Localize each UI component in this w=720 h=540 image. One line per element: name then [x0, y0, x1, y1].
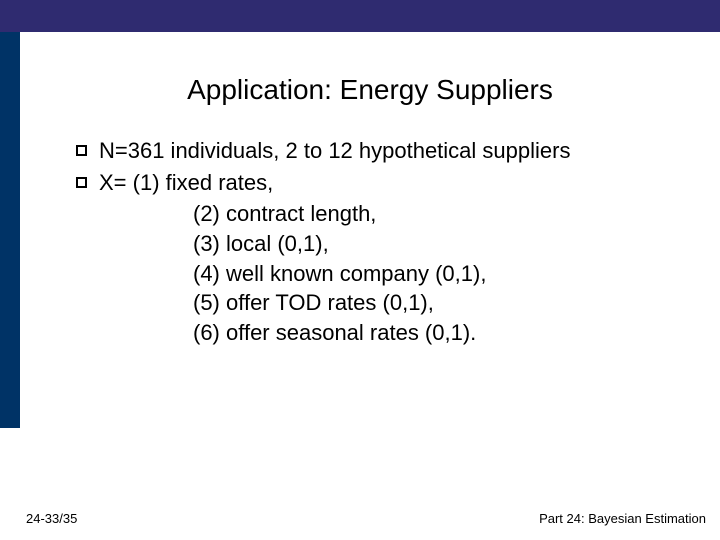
bullet-icon: [76, 177, 87, 188]
footer-right: Part 24: Bayesian Estimation: [539, 511, 706, 526]
content: N=361 individuals, 2 to 12 hypothetical …: [20, 136, 720, 348]
left-bar: [0, 32, 20, 428]
bullet-text: N=361 individuals, 2 to 12 hypothetical …: [99, 136, 680, 166]
bullet-text: X= (1) fixed rates,: [99, 168, 680, 198]
bullet-subline: (4) well known company (0,1),: [193, 259, 680, 289]
bullet-icon: [76, 145, 87, 156]
bullet-subline: (5) offer TOD rates (0,1),: [193, 288, 680, 318]
bullet-item: N=361 individuals, 2 to 12 hypothetical …: [76, 136, 680, 166]
footer: 24-33/35 Part 24: Bayesian Estimation: [20, 511, 720, 526]
bullet-subline: (2) contract length,: [193, 199, 680, 229]
top-bar: [0, 0, 720, 32]
bullet-subline: (6) offer seasonal rates (0,1).: [193, 318, 680, 348]
bullet-item: X= (1) fixed rates,: [76, 168, 680, 198]
footer-left: 24-33/35: [26, 511, 77, 526]
slide-area: Application: Energy Suppliers N=361 indi…: [20, 32, 720, 540]
slide-title: Application: Energy Suppliers: [20, 74, 720, 106]
bullet-subline: (3) local (0,1),: [193, 229, 680, 259]
